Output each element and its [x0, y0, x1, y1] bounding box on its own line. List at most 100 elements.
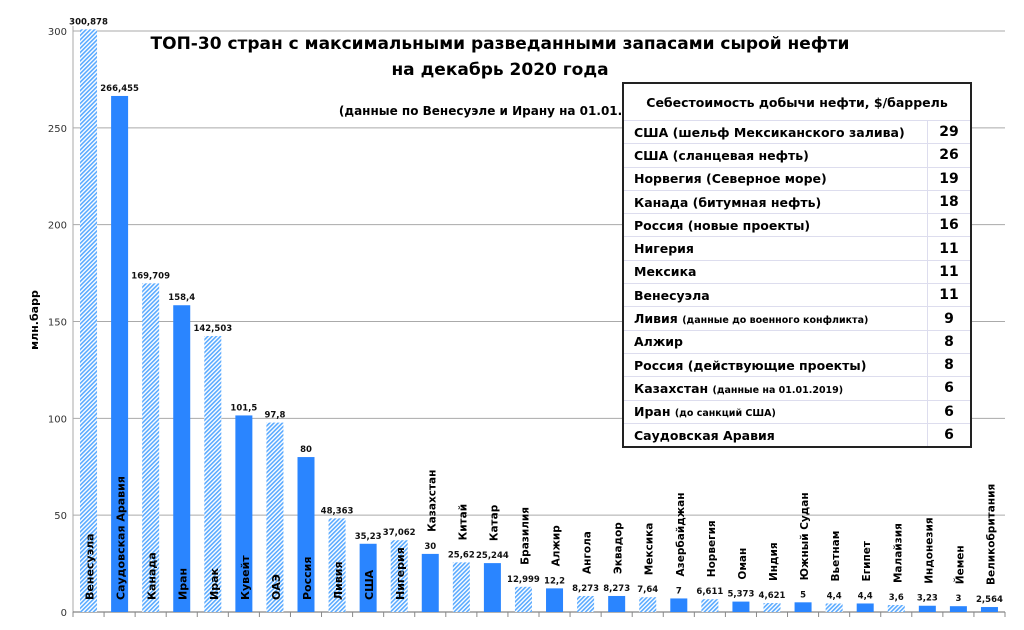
category-label: Венесуэла	[84, 533, 97, 600]
cost-value: 9	[927, 306, 971, 331]
category-label: Катар	[488, 504, 500, 541]
country-name: Казахстан	[634, 380, 709, 396]
category-label: Египет	[861, 540, 873, 581]
bar	[235, 415, 253, 612]
value-label: 7	[676, 586, 682, 596]
category-label: Бразилия	[519, 507, 531, 565]
country-name: Россия (действующие проекты)	[634, 357, 867, 373]
country-name: США (шельф Мексиканского залива)	[634, 124, 905, 140]
value-label: 3,23	[917, 594, 938, 604]
bar	[546, 588, 564, 612]
value-label: 6,611	[696, 587, 723, 597]
cost-table: Себестоимость добычи нефти, $/баррель СШ…	[622, 82, 972, 449]
cost-table-row: Россия (новые проекты) 16	[623, 213, 971, 238]
category-label: Саудовская Аравия	[115, 476, 128, 600]
cost-value: 8	[927, 330, 971, 354]
chart-subtitle: (данные по Венесуэле и Ирану на 01.01.20…	[338, 104, 662, 118]
y-tick-label: 0	[61, 608, 67, 619]
bar	[608, 595, 626, 612]
value-label: 80	[300, 445, 312, 455]
cost-row-country: Канада (битумная нефть)	[623, 190, 928, 215]
cost-row-country: Алжир	[623, 330, 928, 354]
bar	[701, 599, 719, 612]
country-name: Канада (битумная нефть)	[634, 194, 822, 210]
value-label: 4,4	[858, 591, 873, 601]
category-label: Россия	[301, 557, 314, 600]
value-label: 8,273	[603, 584, 630, 594]
country-name: Нигерия	[634, 241, 694, 257]
cost-value: 8	[927, 353, 971, 378]
cost-row-country: Венесуэла	[623, 283, 928, 308]
cost-value: 11	[927, 260, 971, 285]
bar	[577, 595, 595, 612]
cost-row-country: Ливия (данные до военного конфликта)	[623, 306, 928, 331]
value-label: 266,455	[100, 84, 139, 94]
bar	[359, 543, 377, 612]
value-label: 25,62	[448, 550, 475, 560]
cost-table-row: Канада (битумная нефть) 18	[623, 190, 971, 215]
value-label: 101,5	[230, 403, 257, 413]
y-tick-label: 300	[48, 27, 67, 38]
category-label: Ливия	[332, 561, 345, 600]
category-label: Индонезия	[923, 517, 935, 583]
category-label: Канада	[146, 552, 159, 600]
y-tick-label: 50	[54, 511, 67, 522]
category-label: Ангола	[582, 531, 594, 574]
country-name: Алжир	[634, 334, 683, 350]
cost-table-row: Казахстан (данные на 01.01.2019) 6	[623, 376, 971, 401]
cost-row-country: Мексика	[623, 260, 928, 285]
category-label: Оман	[737, 548, 749, 580]
category-label: Казахстан	[426, 470, 438, 532]
value-label: 158,4	[168, 293, 195, 303]
bar	[514, 586, 532, 612]
cost-table-row: Иран (до санкций США) 6	[623, 400, 971, 424]
value-label: 48,363	[321, 506, 354, 516]
cost-row-country: США (сланцевая нефть)	[623, 143, 928, 168]
bar	[980, 607, 998, 612]
cost-row-country: США (шельф Мексиканского залива)	[623, 120, 928, 145]
cost-row-country: Казахстан (данные на 01.01.2019)	[623, 376, 928, 401]
cost-row-country: Норвегия (Северное море)	[623, 167, 928, 191]
cost-value: 6	[927, 423, 971, 448]
value-label: 12,2	[544, 576, 565, 586]
category-label: Норвегия	[706, 520, 718, 577]
value-label: 5	[800, 590, 806, 600]
value-label: 169,709	[131, 271, 170, 281]
cost-table-header: Себестоимость добычи нефти, $/баррель	[623, 83, 971, 121]
chart-title-line2: на декабрь 2020 года	[391, 60, 609, 80]
category-label: Иран	[177, 568, 190, 600]
bar	[266, 422, 284, 612]
category-label: Эквадор	[613, 522, 625, 574]
bar	[856, 603, 874, 612]
cost-table-row: Мексика 11	[623, 260, 971, 285]
country-name: Иран	[634, 404, 671, 420]
bar	[142, 283, 160, 612]
cost-value: 19	[927, 167, 971, 191]
cost-table-row: США (шельф Мексиканского залива) 29	[623, 120, 971, 145]
bar	[421, 553, 439, 612]
country-name: Норвегия (Северное море)	[634, 171, 827, 187]
cost-value: 18	[927, 190, 971, 215]
cost-table-row: Алжир 8	[623, 330, 971, 354]
cost-table-row: Норвегия (Северное море) 19	[623, 167, 971, 191]
y-axis-label: млн.барр	[28, 290, 41, 350]
category-label: Вьетнам	[830, 531, 842, 582]
bar	[794, 602, 812, 612]
bar	[763, 603, 781, 612]
country-name: Венесуэла	[634, 287, 710, 303]
y-tick-label: 250	[48, 124, 67, 135]
cost-table-row: Венесуэла 11	[623, 283, 971, 308]
bar	[949, 606, 967, 612]
category-label: Индия	[768, 542, 780, 581]
country-name: Россия (новые проекты)	[634, 217, 811, 233]
bar	[918, 605, 936, 612]
bar	[639, 597, 657, 612]
value-label: 12,999	[507, 575, 540, 585]
category-label: Мексика	[644, 523, 656, 576]
chart-title: ТОП-30 стран с максимальными разведанным…	[150, 34, 850, 54]
country-name: США (сланцевая нефть)	[634, 147, 809, 163]
bar	[204, 336, 222, 612]
value-label: 4,621	[759, 591, 786, 601]
y-tick-label: 200	[48, 221, 67, 232]
value-label: 3,6	[889, 593, 904, 603]
